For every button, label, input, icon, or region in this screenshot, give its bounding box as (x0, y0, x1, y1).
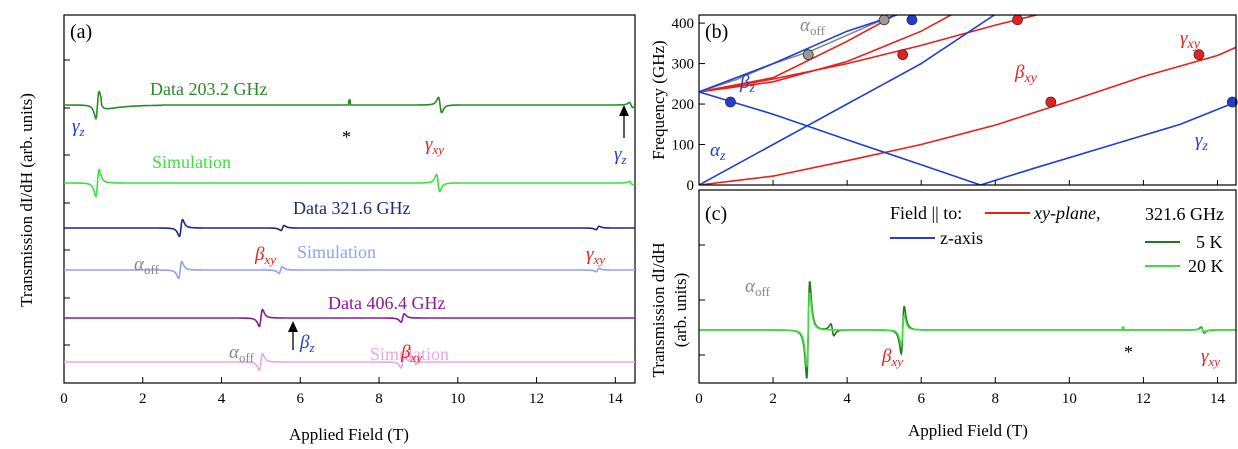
a-xtick-label: 8 (375, 391, 383, 407)
a-xtick-label: 6 (297, 391, 305, 407)
panel-c-xlabel: Applied Field (T) (908, 421, 1028, 440)
panel-c-frame (698, 189, 1237, 384)
b-alpha-z: αz (710, 140, 726, 164)
a-beta-xy-2: βxy (400, 342, 422, 365)
series-label-sim-3: Simulation (370, 344, 449, 364)
c-gamma-xy: γxy (1201, 346, 1220, 369)
c-xtick-label: 6 (917, 391, 925, 407)
branch-red-upper-1 (699, 15, 1040, 93)
branch-blue-V-right (980, 101, 1236, 185)
b-point (802, 49, 814, 61)
panel-a: 0 2 4 6 8 10 12 14 (a) Applied Field (T) Transm… (17, 14, 636, 444)
b-point (1045, 96, 1057, 108)
panel-c-ylabel-1: Transmission dI/dH (649, 243, 668, 378)
b-ytick-label: 400 (672, 16, 695, 32)
b-point (906, 14, 918, 26)
c-xtick-label: 12 (1136, 391, 1151, 407)
series-label-sim-1: Simulation (152, 152, 231, 172)
b-beta-z: βz (739, 72, 755, 96)
panel-b: 0 100 200 300 400 (b) Frequency (GHz) Field … (649, 14, 1238, 248)
trace-a-0 (64, 90, 636, 121)
panel-a-label: (a) (70, 21, 92, 43)
a-xtick-label: 0 (60, 391, 68, 407)
c-alpha-off: αoff (745, 276, 771, 299)
b-point (897, 49, 909, 61)
b-legend-z: z-axis (940, 228, 983, 248)
b-point (878, 14, 890, 26)
trace-a-2 (64, 218, 635, 238)
a-gamma-xy-1: γxy (425, 134, 444, 157)
c-xtick-label: 10 (1062, 391, 1077, 407)
b-ytick-label: 0 (687, 178, 695, 194)
a-arrowhead-beta-z (288, 321, 298, 332)
b-legend-title: Field || to: (890, 203, 962, 223)
b-ytick-label: 200 (672, 97, 695, 113)
a-gamma-z-1: γz (72, 116, 85, 139)
b-point (1226, 96, 1238, 108)
c-asterisk: * (1124, 342, 1133, 362)
branch-red-upper-2 (699, 15, 953, 93)
series-label-sim-2: Simulation (297, 242, 376, 262)
b-point (1193, 49, 1205, 61)
trace-c-1 (699, 292, 1236, 368)
a-beta-z: βz (299, 332, 315, 355)
series-label-data-321: Data 321.6 GHz (293, 198, 410, 218)
a-xtick-label: 2 (139, 391, 147, 407)
a-beta-xy-1: βxy (254, 244, 276, 267)
branch-blue-up-2 (699, 15, 996, 185)
panel-a-xlabel: Applied Field (T) (289, 425, 409, 444)
branch-red-main (699, 46, 1236, 185)
branch-blue-down (699, 91, 981, 185)
trace-a-4 (64, 308, 635, 328)
b-gamma-xy: γxy (1180, 28, 1201, 52)
b-ytick-label: 300 (672, 57, 695, 73)
c-xtick-label: 14 (1210, 391, 1226, 407)
c-xtick-label: 8 (992, 391, 1000, 407)
a-arrowhead-gamma-z (619, 105, 629, 116)
series-label-data-203: Data 203.2 GHz (150, 79, 267, 99)
c-legend-20k: 20 K (1188, 256, 1224, 276)
a-gamma-xy-2: γxy (586, 244, 605, 267)
c-legend-title: 321.6 GHz (1145, 204, 1224, 224)
a-xtick-label: 14 (608, 391, 624, 407)
a-asterisk: * (342, 127, 351, 147)
c-xtick-label: 0 (695, 391, 703, 407)
b-point (725, 96, 736, 108)
b-alpha-off: αoff (800, 15, 826, 38)
a-xtick-label: 4 (218, 391, 226, 407)
a-alpha-off-2: αoff (229, 342, 255, 365)
a-gamma-z-2: γz (614, 144, 627, 167)
series-label-data-406: Data 406.4 GHz (328, 293, 445, 313)
trace-a-3 (64, 260, 635, 280)
panel-b-frame (698, 14, 1237, 186)
panel-b-ylabel: Frequency (GHz) (649, 40, 668, 159)
panel-a-frame (63, 14, 636, 384)
c-xtick-label: 4 (843, 391, 851, 407)
a-xtick-label: 10 (450, 391, 465, 407)
panel-a-ylabel: Transmission dI/dH (arb. units) (17, 93, 36, 307)
b-gamma-z: γz (1195, 130, 1209, 154)
a-alpha-off-1: αoff (134, 254, 160, 277)
b-beta-xy: βxy (1014, 62, 1038, 86)
panel-c: 0 2 4 6 8 10 12 14 (c) Applied Field (T) Transm… (649, 189, 1237, 440)
b-point (1012, 14, 1023, 26)
c-legend-5k: 5 K (1196, 232, 1223, 252)
c-xtick-label: 2 (769, 391, 777, 407)
c-beta-xy: βxy (881, 346, 903, 369)
panel-c-ylabel-2: (arb. units) (671, 273, 690, 348)
panel-b-label: (b) (705, 21, 728, 43)
b-ytick-label: 100 (672, 138, 695, 154)
trace-a-5 (64, 352, 635, 372)
trace-a-1 (64, 168, 636, 199)
panel-c-label: (c) (705, 203, 727, 225)
a-xtick-label: 12 (529, 391, 544, 407)
b-legend-xy: xy-plane, (1033, 203, 1100, 223)
